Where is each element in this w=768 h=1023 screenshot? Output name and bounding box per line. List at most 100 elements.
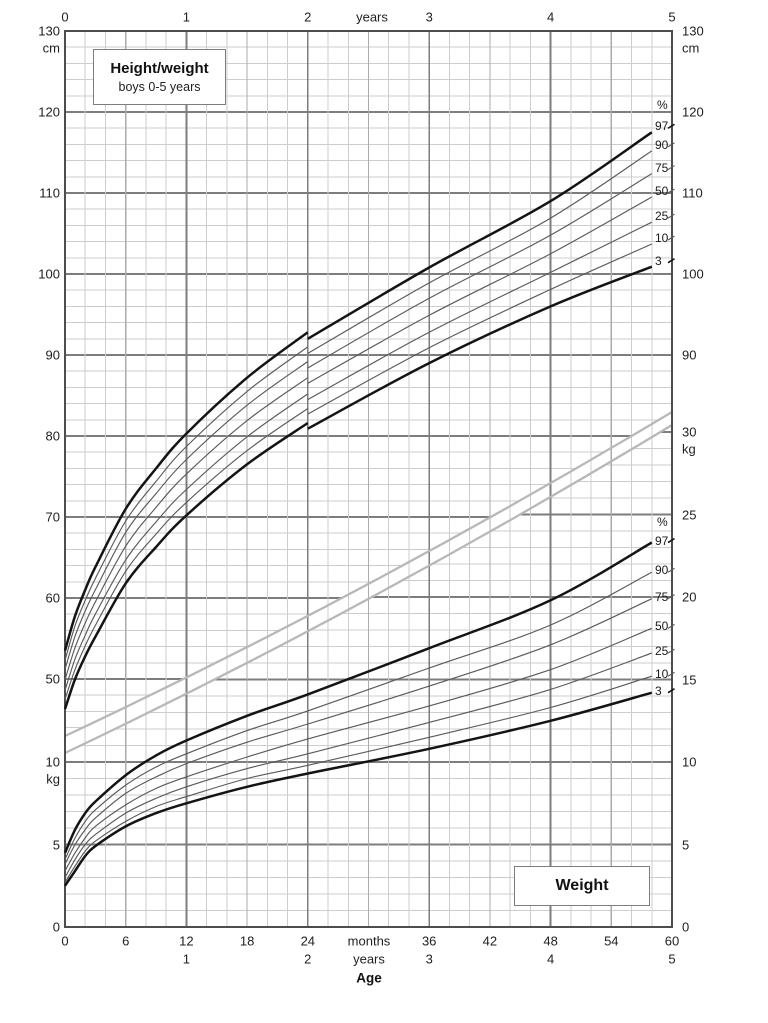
weight-curve-p97 bbox=[63, 541, 653, 854]
right-axis-kg-tick: 5 bbox=[682, 837, 690, 852]
height-label-tick bbox=[667, 258, 675, 264]
bottom-axis-month-tick: 60 bbox=[664, 933, 680, 949]
height-percentile-curves bbox=[63, 131, 653, 710]
height-percentile-label-50: 50 bbox=[655, 184, 669, 199]
height-curve-p3-child bbox=[307, 265, 653, 430]
weight-section-label: Weight bbox=[555, 877, 609, 894]
right-axis-cm-tick: 90 bbox=[682, 347, 697, 363]
bottom-axis-month-tick: 54 bbox=[604, 933, 619, 949]
top-axis-tick: 3 bbox=[425, 9, 433, 25]
weight-label-tick bbox=[667, 567, 675, 573]
left-axis-kg-tick: 0 bbox=[52, 919, 60, 935]
bottom-axis-month-tick: 24 bbox=[300, 933, 316, 949]
height-curve-p75 bbox=[64, 361, 309, 670]
top-axis-tick: 4 bbox=[546, 9, 555, 25]
weight-curve-p25 bbox=[64, 652, 652, 878]
height-curve-p90 bbox=[64, 346, 309, 661]
weight-curve-p10 bbox=[64, 675, 652, 883]
weight-curve-p3 bbox=[63, 691, 653, 887]
left-axis-kg-tick: 10 bbox=[45, 754, 60, 770]
left-axis-cm-tick: 130 bbox=[38, 23, 60, 39]
grid-vertical bbox=[84, 31, 653, 927]
height-label-tick bbox=[667, 235, 675, 241]
weight-percentile-curves bbox=[63, 541, 653, 887]
weight-label-tick bbox=[667, 648, 675, 654]
weight-label-tick bbox=[667, 623, 675, 629]
right-axis-kg-tick: 25 bbox=[682, 507, 697, 522]
height-percentile-label-10: 10 bbox=[655, 231, 669, 246]
height-curve-p3 bbox=[63, 421, 309, 710]
weight-percentile-label-10: 10 bbox=[655, 667, 669, 682]
weight-percentile-label-50: 50 bbox=[655, 619, 669, 634]
top-axis-tick: 2 bbox=[304, 9, 312, 25]
top-axis-unit-label: years bbox=[356, 9, 388, 25]
weight-curve-p50 bbox=[64, 627, 653, 872]
height-percentile-label-3: 3 bbox=[655, 253, 662, 268]
bottom-axis-month-tick: 0 bbox=[61, 933, 69, 949]
height-label-tick bbox=[667, 188, 675, 194]
bottom-axis-month-tick: 18 bbox=[239, 933, 255, 949]
weight-label-tick bbox=[667, 594, 675, 600]
height-label-tick bbox=[667, 142, 675, 148]
height-curve-p90-child bbox=[307, 150, 653, 354]
age-axis-title: Age bbox=[356, 970, 382, 986]
height-curve-p50 bbox=[64, 377, 309, 680]
weight-label-tick bbox=[667, 688, 675, 694]
plot-border bbox=[64, 30, 673, 928]
bottom-axis-month-tick: 12 bbox=[179, 933, 194, 949]
chart-subtitle: boys 0-5 years bbox=[118, 80, 201, 94]
weight-percentile-header: % bbox=[657, 515, 668, 529]
top-axis-tick: 0 bbox=[61, 9, 69, 25]
right-axis-kg-tick: 15 bbox=[682, 672, 697, 687]
left-axis-cm-tick: 60 bbox=[45, 590, 60, 606]
weight-curve-p75 bbox=[64, 598, 653, 865]
left-axis-kg-tick: 5 bbox=[52, 837, 60, 852]
weight-percentile-label-75: 75 bbox=[655, 589, 669, 604]
right-axis-kg-tick: 10 bbox=[682, 754, 697, 770]
height-label-tick bbox=[667, 213, 675, 219]
height-percentile-header: % bbox=[657, 98, 668, 112]
percentile-end-ticks bbox=[667, 123, 675, 694]
bottom-axis-years-unit-label: years bbox=[353, 951, 385, 967]
left-axis-kg-unit: kg bbox=[46, 771, 60, 787]
weight-percentile-label-97: 97 bbox=[655, 533, 669, 548]
left-axis-cm-tick: 50 bbox=[45, 671, 60, 687]
bottom-axis-month-tick: 6 bbox=[122, 933, 130, 949]
height-curve-p10 bbox=[64, 408, 309, 700]
bottom-axis-year-tick: 1 bbox=[182, 951, 191, 967]
weight-percentile-label-25: 25 bbox=[655, 644, 669, 659]
bottom-axis-month-tick: 36 bbox=[421, 933, 437, 949]
height-curve-p97-child bbox=[307, 131, 653, 340]
weight-section-label-box: Weight bbox=[514, 866, 650, 906]
bottom-axis-month-tick: 48 bbox=[543, 933, 558, 949]
left-axis-cm-tick: 110 bbox=[39, 185, 60, 201]
bottom-axis-year-tick: 4 bbox=[546, 951, 555, 967]
bottom-axis-year-tick: 2 bbox=[304, 951, 312, 967]
left-axis-cm-tick: 100 bbox=[38, 266, 60, 282]
right-axis-cm-tick: 110 bbox=[682, 185, 703, 201]
top-axis-tick: 1 bbox=[182, 9, 191, 25]
right-axis-kg-tick: 20 bbox=[682, 589, 697, 605]
right-axis-cm-tick: 120 bbox=[682, 104, 704, 120]
weight-label-tick bbox=[667, 537, 675, 544]
left-axis-cm-tick: 70 bbox=[45, 509, 60, 525]
chart-title: Height/weight bbox=[110, 60, 209, 77]
height-percentile-label-97: 97 bbox=[655, 119, 669, 134]
height-curve-p10-child bbox=[307, 243, 653, 415]
height-curve-p75-child bbox=[307, 173, 653, 369]
divider-band bbox=[64, 411, 673, 755]
right-axis-cm-tick: 130 bbox=[682, 23, 704, 39]
right-axis-kg-tick: 30 bbox=[682, 424, 697, 440]
left-axis-cm-tick: 90 bbox=[45, 347, 60, 363]
height-percentile-label-25: 25 bbox=[655, 209, 669, 224]
chart-title-box: Height/weight boys 0-5 years bbox=[93, 49, 226, 105]
left-axis-cm-tick: 80 bbox=[45, 428, 60, 444]
height-curve-p50-child bbox=[307, 196, 653, 384]
right-axis-cm-tick: 100 bbox=[682, 266, 704, 282]
left-axis-cm-tick: 120 bbox=[38, 104, 60, 120]
bottom-axis-month-tick: 42 bbox=[482, 933, 498, 949]
height-percentile-label-75: 75 bbox=[655, 160, 669, 175]
height-curve-p25-child bbox=[307, 221, 653, 401]
